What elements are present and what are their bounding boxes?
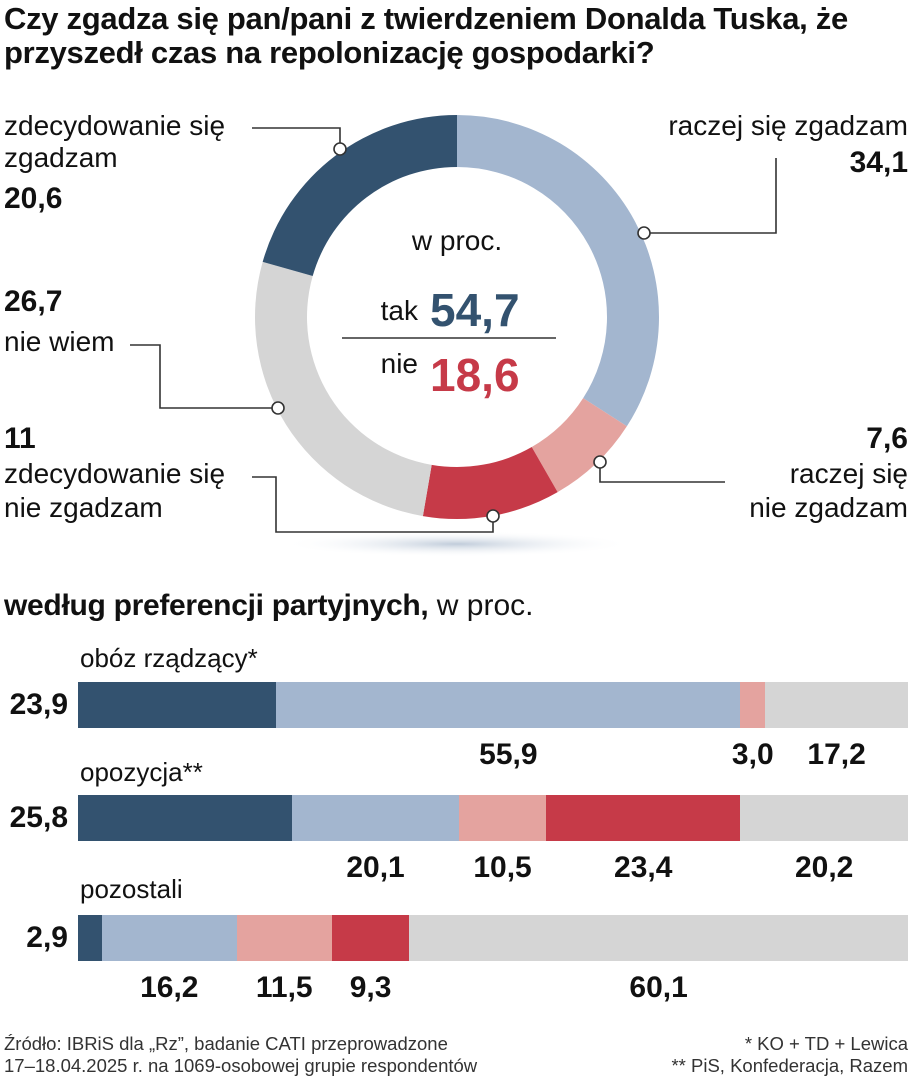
group-name-2: pozostali <box>80 874 183 904</box>
bar-segment-dont-know <box>765 682 908 728</box>
leader-dot-strongly-disagree <box>486 509 500 523</box>
donut-chart: w proc. tak 54,7 nie 18,6 <box>130 114 777 557</box>
leader-dot-strongly-agree <box>333 142 347 156</box>
yes-value: 54,7 <box>430 284 520 336</box>
bar-segment-rather-disagree <box>740 682 766 728</box>
leader-dot-rather-disagree <box>593 455 607 469</box>
bar-value-rather-disagree: 3,0 <box>731 738 774 771</box>
bar-value-first: 23,9 <box>9 688 68 721</box>
group-name-1: opozycja** <box>80 757 203 787</box>
bar-value-dont-know: 60,1 <box>629 971 688 1004</box>
slice-value-strongly-agree: 20,6 <box>4 182 63 215</box>
donut-slice-strongly-agree <box>262 114 457 277</box>
bar-segment-strongly-disagree <box>546 795 741 841</box>
source-line-2: 17–18.04.2025 r. na 1069-osobowej grupie… <box>4 1055 478 1076</box>
leader-line-strongly-disagree <box>252 476 494 533</box>
no-label: nie <box>381 348 418 379</box>
note-line-1: * KO + TD + Lewica <box>744 1033 908 1054</box>
bar-row-1 <box>78 795 908 841</box>
bar-segment-dont-know <box>409 915 908 961</box>
bar-value-first: 2,9 <box>26 921 68 954</box>
bar-segment-rather-agree <box>292 795 459 841</box>
note-line-2: ** PiS, Konfederacja, Razem <box>671 1055 908 1076</box>
source-line-1: Źródło: IBRiS dla „Rz”, badanie CATI prz… <box>4 1033 448 1054</box>
slice-label-rather-agree: raczej się zgadzam <box>668 110 908 141</box>
bar-value-rather-agree: 16,2 <box>140 971 199 1004</box>
no-value: 18,6 <box>430 349 520 401</box>
leader-line-rather-agree <box>644 158 777 234</box>
bar-value-rather-disagree: 11,5 <box>255 971 313 1004</box>
slice-value-strongly-disagree: 11 <box>4 422 36 455</box>
slice-label-rather-disagree-2: nie zgadzam <box>749 492 908 523</box>
slice-label-strongly-disagree-2: nie zgadzam <box>4 492 163 523</box>
bar-value-strongly-disagree: 9,3 <box>349 971 392 1004</box>
bar-value-strongly-disagree: 23,4 <box>614 851 673 884</box>
bar-value-first: 25,8 <box>9 801 68 834</box>
bar-segment-rather-disagree <box>236 915 332 961</box>
slice-value-dont-know: 26,7 <box>4 285 63 318</box>
bar-segment-dont-know <box>740 795 908 841</box>
slice-label-strongly-agree-2: zgadzam <box>4 142 118 173</box>
bars-subtitle-rest: w proc. <box>428 589 534 622</box>
donut-slice-dont-know <box>255 261 432 517</box>
bar-value-dont-know: 17,2 <box>807 738 866 771</box>
donut-unit-label: w proc. <box>411 225 502 256</box>
bar-segment-strongly-disagree <box>331 915 410 961</box>
bar-segment-rather-agree <box>102 915 237 961</box>
bar-segment-strongly-agree <box>78 682 277 728</box>
group-name-0: obóz rządzący* <box>80 643 258 673</box>
bar-row-2 <box>78 915 908 961</box>
donut-slice-rather-disagree <box>531 398 627 493</box>
bar-segment-rather-agree <box>276 682 741 728</box>
yes-label: tak <box>381 295 419 326</box>
bar-value-dont-know: 20,2 <box>794 851 854 884</box>
slice-label-rather-disagree-1: raczej się <box>789 458 908 489</box>
bar-segment-rather-disagree <box>458 795 547 841</box>
bar-value-rather-agree: 20,1 <box>346 851 405 884</box>
slice-value-rather-disagree: 7,6 <box>866 422 908 455</box>
bar-segment-strongly-agree <box>78 795 293 841</box>
donut-slice-rather-agree <box>457 115 659 427</box>
leader-line-rather-disagree <box>599 462 725 483</box>
leader-dot-rather-agree <box>637 226 651 240</box>
bar-segment-strongly-agree <box>78 915 103 961</box>
bar-value-rather-disagree: 10,5 <box>473 851 532 884</box>
bars-subtitle: według preferencji partyjnych, w proc. <box>4 588 533 624</box>
leader-line-dont-know <box>130 344 278 409</box>
donut-shadow <box>282 531 632 557</box>
slice-value-rather-agree: 34,1 <box>849 146 908 179</box>
slice-label-strongly-agree-1: zdecydowanie się <box>4 110 226 141</box>
donut-slice-strongly-disagree <box>422 447 558 519</box>
slice-label-strongly-disagree-1: zdecydowanie się <box>4 458 226 489</box>
bar-value-rather-agree: 55,9 <box>479 738 538 771</box>
chart-title: Czy zgadza się pan/pani z twierdzeniem D… <box>4 1 848 70</box>
leader-line-strongly-agree <box>252 127 341 149</box>
bar-row-0 <box>78 682 908 728</box>
leader-dot-dont-know <box>271 401 285 415</box>
slice-label-dont-know: nie wiem <box>4 326 115 357</box>
bars-subtitle-bold: według preferencji partyjnych, <box>4 589 429 622</box>
